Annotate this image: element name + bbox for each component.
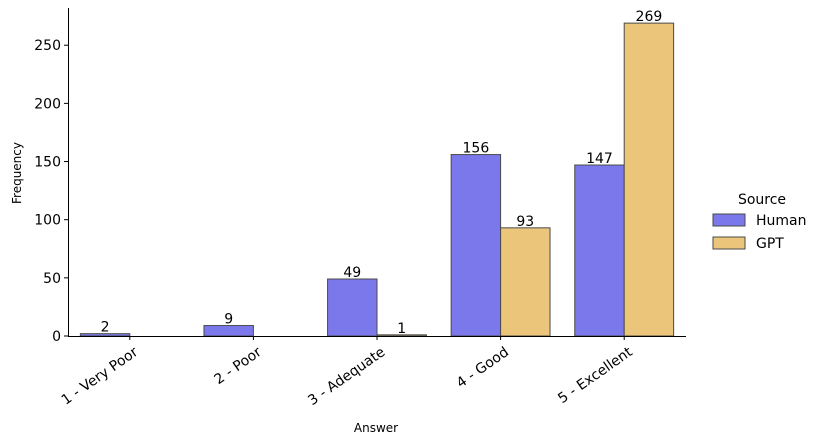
bar-human-5: [574, 164, 625, 337]
bar-human-4: [450, 154, 502, 337]
y-tick-label: 150: [34, 155, 61, 171]
bar-labels-group: 2 9 49 1 156 93 147 269: [101, 9, 663, 337]
legend-title: Source: [738, 192, 786, 208]
bar-label-human-4: 156: [463, 141, 490, 157]
y-tick-label: 250: [34, 38, 61, 54]
bar-label-human-2: 9: [224, 312, 233, 328]
legend: Source Human GPT: [712, 192, 807, 252]
bar-gpt-5: [623, 22, 675, 337]
x-tick-label: 2 - Poor: [212, 344, 265, 388]
y-ticks-group: 0 50 100 150 200 250: [34, 38, 68, 345]
bar-label-gpt-3: 1: [397, 321, 406, 337]
bar-label-human-3: 49: [343, 265, 361, 281]
bar-label-gpt-4: 93: [516, 214, 534, 230]
y-tick-label: 50: [43, 271, 61, 287]
bar-label-human-1: 2: [101, 320, 110, 336]
legend-label-gpt: GPT: [756, 236, 784, 252]
x-tick-label: 3 - Adequate: [305, 344, 388, 409]
bar-label-gpt-5: 269: [636, 9, 663, 25]
y-tick-label: 200: [34, 96, 61, 112]
bars-group: [79, 22, 675, 337]
legend-swatch-gpt: [712, 236, 746, 250]
x-axis-label: Answer: [354, 421, 398, 435]
y-tick-label: 100: [34, 213, 61, 229]
bar-label-human-5: 147: [586, 151, 613, 167]
x-tick-label: 1 - Very Poor: [59, 344, 142, 408]
x-tick-label: 4 - Good: [454, 344, 512, 391]
legend-swatch-human: [712, 213, 746, 227]
bar-gpt-4: [500, 227, 551, 337]
x-ticks-group: 1 - Very Poor 2 - Poor 3 - Adequate 4 - Goo…: [59, 336, 636, 409]
bar-human-3: [327, 278, 378, 337]
y-axis-label: Frequency: [10, 142, 24, 204]
x-tick-label: 5 - Excellent: [555, 344, 636, 407]
y-tick-label: 0: [52, 329, 61, 345]
legend-label-human: Human: [756, 213, 807, 229]
